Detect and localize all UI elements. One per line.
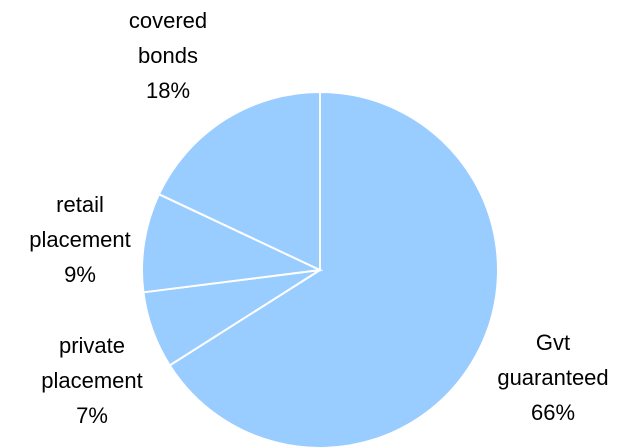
slice-percent-label: 18% [146,78,190,103]
slice-category-label: covered [129,8,207,33]
slice-category-label: placement [41,368,143,393]
slice-percent-label: 66% [531,400,575,425]
slice-category-label: retail [56,192,104,217]
pie-slices [141,90,499,447]
slice-category-label: private [59,333,125,358]
slice-labels: Gvt guaranteed 66% private placement 7% retail… [29,8,608,428]
pie-slice-3 [141,192,324,294]
slice-category-label: placement [29,227,131,252]
slice-percent-label: 9% [64,262,96,287]
slice-percent-label: 7% [76,403,108,428]
slice-category-label: bonds [138,43,198,68]
pie-slice-1 [168,90,499,447]
slice-category-label: guaranteed [497,365,608,390]
slice-category-label: Gvt [536,330,570,355]
pie-slice-4 [157,90,321,272]
